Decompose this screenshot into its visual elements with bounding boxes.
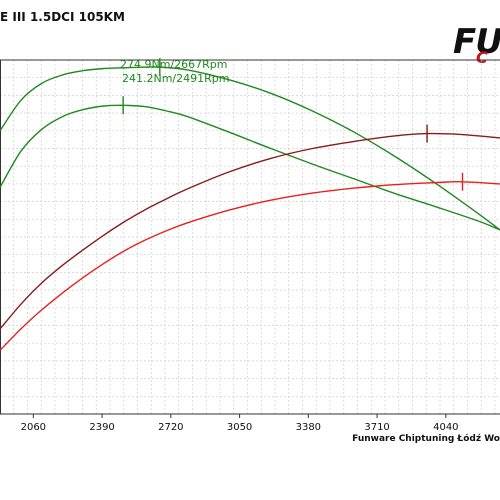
x-tick-label: 4040 (433, 422, 458, 433)
x-tick-label: 3380 (296, 422, 321, 433)
x-tick-label: 2390 (89, 422, 114, 433)
peak-annotation-tuned: 274.9Nm/2667Rpm (120, 58, 228, 71)
logo-main-text: FU (453, 22, 500, 62)
series-group (0, 66, 500, 351)
logo-sub-text: C (476, 48, 488, 67)
grid (0, 59, 500, 415)
peak-markers (122, 58, 464, 191)
x-tick-label: 2060 (21, 422, 46, 433)
x-tick-label: 3050 (227, 422, 252, 433)
footer-credit: Funware Chiptuning Łódź Wo (352, 434, 500, 444)
series-line-0 (0, 66, 500, 231)
axes (0, 59, 500, 415)
peak-annotation-stock: 241.2Nm/2491Rpm (122, 72, 230, 85)
series-line-1 (0, 104, 500, 231)
x-tick-label: 2720 (158, 422, 183, 433)
x-tick-labels: 2060 2390 2720 3050 3380 3710 4040 (21, 414, 459, 433)
series-line-2 (0, 132, 500, 330)
chart-title: E III 1.5DCI 105KM (0, 10, 125, 24)
series-line-3 (0, 181, 500, 351)
x-tick-label: 3710 (364, 422, 389, 433)
